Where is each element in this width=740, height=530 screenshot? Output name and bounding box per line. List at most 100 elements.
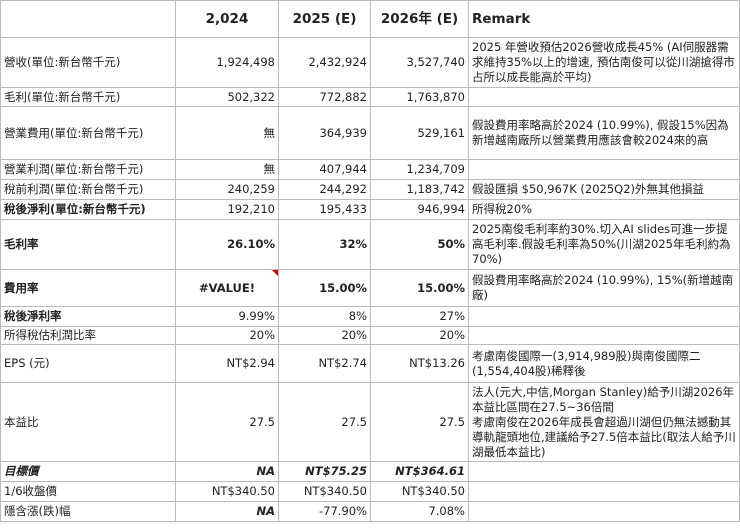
value-cell: 364,939 [278, 106, 371, 160]
remark-text: 假設匯損 $50,967K (2025Q2)外無其他損益 [472, 182, 705, 196]
value-cell: 無 [175, 159, 279, 180]
value-cell: 192,210 [175, 199, 279, 220]
table-row: 1/6收盤價 NT$340.50 NT$340.50 NT$340.50 [0, 481, 740, 502]
value-cell: 7.08% [370, 501, 469, 522]
value-cell: 20% [370, 326, 469, 345]
remark-cell: 假設費用率略高於2024 (10.99%), 15%(新增越南廠) [468, 269, 740, 307]
row-label: 稅後淨利(單位:新台幣千元) [0, 199, 176, 220]
row-label: 營業費用(單位:新台幣千元) [0, 106, 176, 160]
remark-cell [468, 159, 740, 180]
value-cell: 407,944 [278, 159, 371, 180]
value-cell: 195,433 [278, 199, 371, 220]
remark-text: 2025南俊毛利率約30%.切入AI slides可進一步提高毛利率.假設毛利率… [472, 222, 731, 266]
table-row: 稅前利潤(單位:新台幣千元) 240,259 244,292 1,183,742 假設匯… [0, 179, 740, 200]
remark-cell: 考慮南俊國際一(3,914,989股)與南俊國際二(1,554,404股)稀釋後 [468, 344, 740, 383]
row-label: 費用率 [0, 269, 176, 307]
remark-cell [468, 461, 740, 482]
header-cell: 2,024 [175, 0, 279, 38]
value-cell: 1,763,870 [370, 87, 469, 107]
value-cell: 502,322 [175, 87, 279, 107]
value-cell: NT$13.26 [370, 344, 469, 383]
value-cell: NT$340.50 [175, 481, 279, 502]
remark-cell [468, 306, 740, 327]
value-cell: NT$340.50 [278, 481, 371, 502]
row-label: 稅後淨利率 [0, 306, 176, 327]
remark-cell: 法人(元大,中信,Morgan Stanley)給予川湖2026年本益比區間在2… [468, 382, 740, 462]
remark-text: 法人(元大,中信,Morgan Stanley)給予川湖2026年本益比區間在2… [472, 384, 735, 414]
value-cell: NT$75.25 [278, 461, 371, 482]
value-cell: 772,882 [278, 87, 371, 107]
remark-text: 考慮南俊在2026年成長會超過川湖但仍無法撼動其導軌龍頭地位,建議給予27.5倍… [472, 414, 736, 459]
row-label: 隱含漲(跌)幅 [0, 501, 176, 522]
remark-cell: 2025南俊毛利率約30%.切入AI slides可進一步提高毛利率.假設毛利率… [468, 219, 740, 270]
value-cell: NT$2.74 [278, 344, 371, 383]
value-cell: 244,292 [278, 179, 371, 200]
table-row: 隱含漲(跌)幅 NA -77.90% 7.08% [0, 501, 740, 522]
value-cell: 240,259 [175, 179, 279, 200]
remark-cell: 假設匯損 $50,967K (2025Q2)外無其他損益 [468, 179, 740, 200]
row-label: 毛利(單位:新台幣千元) [0, 87, 176, 107]
value-cell: 2,432,924 [278, 37, 371, 88]
row-label: 營業利潤(單位:新台幣千元) [0, 159, 176, 180]
value-cell: NT$364.61 [370, 461, 469, 482]
remark-cell: 所得稅20% [468, 199, 740, 220]
row-label: 本益比 [0, 382, 176, 462]
value-cell: #VALUE! [175, 269, 279, 307]
value-cell: 20% [278, 326, 371, 345]
value-cell: 946,994 [370, 199, 469, 220]
table-row: 營業利潤(單位:新台幣千元) 無 407,944 1,234,709 [0, 159, 740, 180]
header-cell: 2025 (E) [278, 0, 371, 38]
remark-text: 2025 年營收預估2026營收成長45% (AI伺服器需求維持35%以上的增速… [472, 40, 735, 84]
value-cell: 32% [278, 219, 371, 270]
value-cell: 27.5 [278, 382, 371, 462]
value-cell: 529,161 [370, 106, 469, 160]
row-label: 所得稅估利潤比率 [0, 326, 176, 345]
table-body: 營收(單位:新台幣千元) 1,924,498 2,432,924 3,527,740 2… [0, 37, 740, 522]
table-row: 營收(單位:新台幣千元) 1,924,498 2,432,924 3,527,740 2… [0, 37, 740, 88]
table-row: EPS (元) NT$2.94 NT$2.74 NT$13.26 考慮南俊國際一(3,9… [0, 344, 740, 383]
header-cell: 2026年 (E) [370, 0, 469, 38]
value-cell: 27% [370, 306, 469, 327]
remark-text: 考慮南俊國際一(3,914,989股)與南俊國際二(1,554,404股)稀釋後 [472, 348, 701, 378]
value-cell: 50% [370, 219, 469, 270]
remark-text: 假設費用率略高於2024 (10.99%), 假設15%因為新增越南廠所以營業費… [472, 118, 729, 147]
value-cell: 1,234,709 [370, 159, 469, 180]
table-row: 費用率 #VALUE! 15.00% 15.00% 假設費用率略高於2024 (10.9… [0, 269, 740, 307]
remark-cell [468, 501, 740, 522]
table-row: 營業費用(單位:新台幣千元) 無 364,939 529,161 假設費用率略高於202… [0, 106, 740, 160]
table-row: 毛利率 26.10% 32% 50% 2025南俊毛利率約30%.切入AI slides… [0, 219, 740, 270]
remark-cell [468, 87, 740, 107]
value-cell: NA [175, 501, 279, 522]
remark-cell: 2025 年營收預估2026營收成長45% (AI伺服器需求維持35%以上的增速… [468, 37, 740, 88]
value-cell: NT$340.50 [370, 481, 469, 502]
header-cell [0, 0, 176, 38]
row-label: 目標價 [0, 461, 176, 482]
value-cell: 9.99% [175, 306, 279, 327]
table-row: 稅後淨利率 9.99% 8% 27% [0, 306, 740, 327]
row-label: 營收(單位:新台幣千元) [0, 37, 176, 88]
remark-cell [468, 481, 740, 502]
value-cell: 27.5 [175, 382, 279, 462]
row-label: 毛利率 [0, 219, 176, 270]
row-label: 1/6收盤價 [0, 481, 176, 502]
value-cell: NA [175, 461, 279, 482]
table-row: 稅後淨利(單位:新台幣千元) 192,210 195,433 946,994 所得稅20… [0, 199, 740, 220]
remark-text: 假設費用率略高於2024 (10.99%), 15%(新增越南廠) [472, 273, 734, 302]
remark-cell: 假設費用率略高於2024 (10.99%), 假設15%因為新增越南廠所以營業費… [468, 106, 740, 160]
table-row: 本益比 27.5 27.5 27.5 法人(元大,中信,Morgan Stanley)給… [0, 382, 740, 462]
value-cell: -77.90% [278, 501, 371, 522]
value-cell: 無 [175, 106, 279, 160]
header-row: 2,024 2025 (E) 2026年 (E) Remark [0, 0, 740, 38]
value-cell: 8% [278, 306, 371, 327]
remark-text: 所得稅20% [472, 202, 533, 216]
value-cell: 15.00% [278, 269, 371, 307]
table-row: 毛利(單位:新台幣千元) 502,322 772,882 1,763,870 [0, 87, 740, 107]
value-cell: 26.10% [175, 219, 279, 270]
row-label: 稅前利潤(單位:新台幣千元) [0, 179, 176, 200]
value-cell: 1,924,498 [175, 37, 279, 88]
header-cell: Remark [468, 0, 740, 38]
value-cell: 3,527,740 [370, 37, 469, 88]
value-cell: 20% [175, 326, 279, 345]
